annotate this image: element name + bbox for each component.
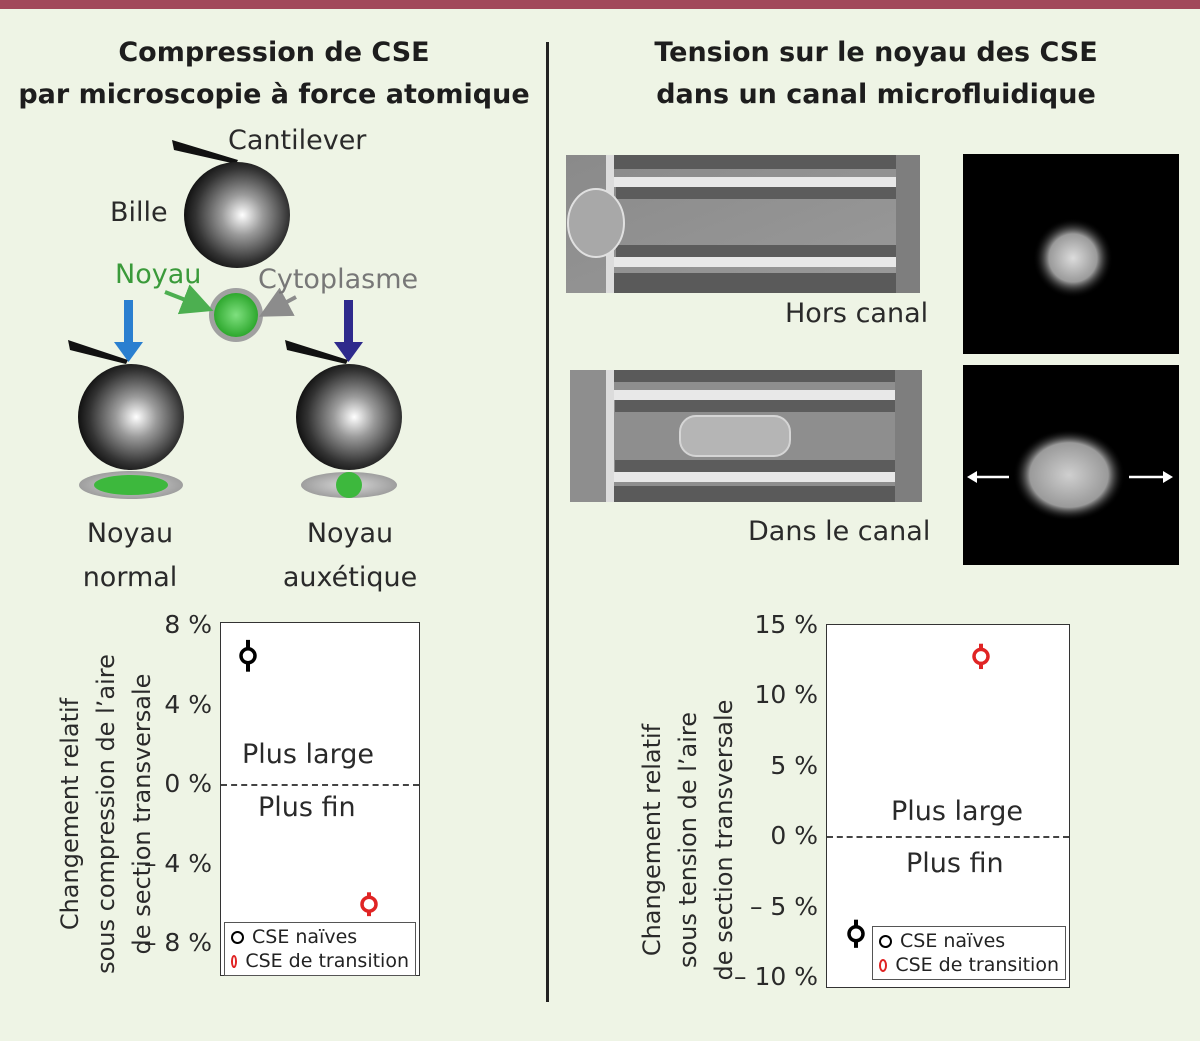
panel-divider: [546, 42, 549, 1002]
chart1-above-label: Plus large: [242, 739, 374, 770]
chart1-ylabel-line1: Changement relatif: [56, 697, 84, 931]
chart1-legend: CSE naïves CSE de transition: [224, 922, 416, 976]
chart1-legend-naive: CSE naïves: [252, 926, 358, 948]
chart2-below-label: Plus fin: [906, 848, 1004, 879]
cell-nucleus: [214, 293, 258, 337]
chart2-tick-label: 0 %: [770, 821, 818, 851]
chart1-legend-row-transition: CSE de transition: [231, 949, 409, 973]
nucleus-image-outside: [963, 154, 1179, 354]
nucleus-arrow: [164, 284, 214, 315]
chart2-tick-label: – 10 %: [734, 962, 818, 991]
left-title: Compression de CSE par microscopie à for…: [0, 32, 548, 116]
label-bead: Bille: [110, 197, 168, 228]
cantilever-right: [285, 340, 348, 364]
chart1-tick-label: – 8 %: [143, 928, 212, 957]
chart1-legend-row-naive: CSE naïves: [231, 925, 409, 949]
chart2-tick-label: – 5 %: [749, 891, 818, 921]
top-accent-bar: [0, 0, 1200, 9]
chart2-legend-row-transition: CSE de transition: [879, 953, 1059, 977]
label-auxetic-line1: Noyau: [306, 518, 394, 549]
bead-top: [184, 162, 290, 268]
chart1-marks: [239, 639, 378, 917]
left-title-line2: par microscopie à force atomique: [18, 79, 530, 110]
chart1-legend-transition: CSE de transition: [245, 950, 409, 972]
arrow-auxetic: [334, 342, 363, 362]
chart2-tick-label: 15 %: [754, 610, 818, 639]
label-normal-line2: normal: [82, 562, 178, 593]
chart2-legend-naive: CSE naïves: [900, 930, 1006, 952]
label-cytoplasm: Cytoplasme: [258, 264, 419, 295]
chart2-above-label: Plus large: [891, 796, 1023, 827]
label-auxetic-line2: auxétique: [282, 562, 418, 593]
chart1-tick-label: 0 %: [164, 769, 212, 798]
right-title-line2: dans un canal microfluidique: [656, 79, 1096, 110]
nucleus-auxetic: [336, 472, 362, 498]
left-title-line1: Compression de CSE: [118, 37, 430, 68]
chart2-tick-label: 10 %: [754, 680, 818, 710]
cytoplasm-arrow: [258, 287, 297, 317]
cantilever-top: [172, 140, 238, 164]
bead-right: [296, 364, 402, 470]
chart2-point-0: [847, 925, 865, 943]
label-auxetic: Noyau auxétique: [260, 512, 440, 600]
chart2-legend: CSE naïves CSE de transition: [872, 926, 1066, 980]
legend-marker-black: [879, 934, 892, 948]
channel-image-outside: [566, 155, 920, 293]
chart2-legend-transition: CSE de transition: [895, 954, 1059, 976]
chart2-marks: [847, 643, 990, 948]
chart1-point-1: [360, 895, 378, 913]
label-outside-channel: Hors canal: [785, 298, 929, 329]
label-normal: Noyau normal: [40, 512, 220, 600]
bead-left: [78, 364, 184, 470]
legend-marker-red: [879, 958, 888, 972]
legend-marker-black: [231, 930, 244, 944]
chart2-point-1: [972, 647, 990, 666]
chart1-tick-label: 8 %: [164, 610, 212, 639]
chart2-zero-line: [827, 836, 1069, 838]
right-title: Tension sur le noyau des CSE dans un can…: [552, 32, 1200, 116]
chart2-legend-row-naive: CSE naïves: [879, 929, 1059, 953]
afm-diagram: [68, 140, 402, 499]
chart1-tick-label: – 4 %: [143, 848, 212, 878]
legend-marker-red: [231, 954, 238, 968]
label-nucleus: Noyau: [115, 259, 202, 290]
chart2-tick-label: 5 %: [770, 750, 818, 780]
chart1-zero-line: [221, 784, 419, 786]
chart1-tick-label: 4 %: [164, 689, 212, 719]
arrow-normal: [114, 342, 143, 362]
channel-image-inside: [570, 370, 922, 502]
chart2-ylabel-line1: Changement relatif: [638, 723, 666, 957]
label-normal-line1: Noyau: [86, 518, 174, 549]
chart1-point-0: [239, 647, 257, 665]
label-cantilever: Cantilever: [228, 125, 367, 156]
chart2-ylabel-line2: sous tension de l’aire: [674, 711, 702, 969]
cantilever-left: [68, 340, 128, 364]
chart1-plot-area: [220, 622, 420, 976]
right-title-line1: Tension sur le noyau des CSE: [654, 37, 1098, 68]
nucleus-normal: [94, 475, 168, 495]
nucleus-image-inside: [963, 365, 1179, 565]
chart1-below-label: Plus fin: [258, 792, 356, 823]
label-inside-channel: Dans le canal: [748, 516, 931, 547]
